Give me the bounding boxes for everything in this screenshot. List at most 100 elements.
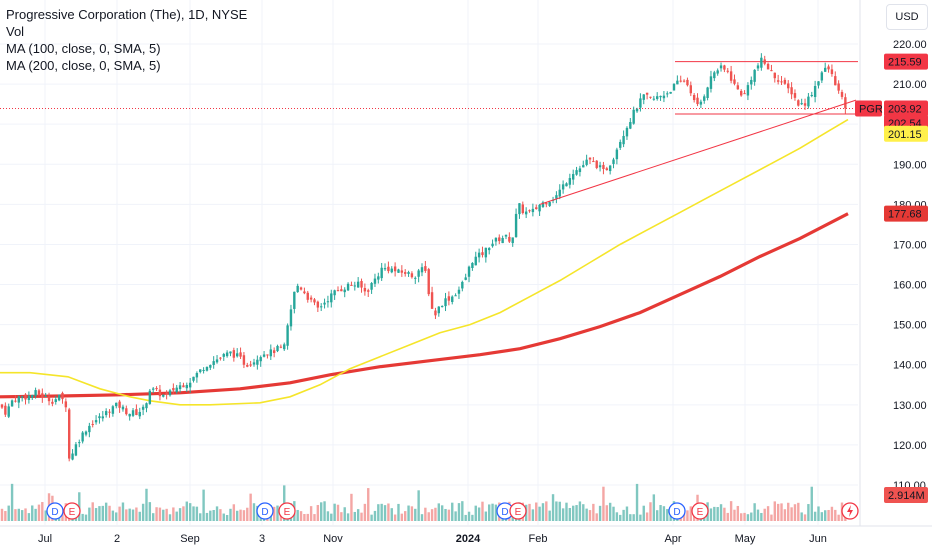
candle-body	[642, 94, 645, 100]
volume-bar	[545, 501, 548, 521]
candle-body	[740, 90, 743, 96]
earnings-event-icon[interactable]: E	[691, 502, 709, 520]
currency-button[interactable]: USD	[886, 4, 928, 30]
candle-body	[645, 92, 649, 95]
candle-body	[743, 93, 746, 95]
volume-bar	[535, 502, 538, 521]
candle-body	[225, 352, 229, 357]
trend-line[interactable]	[539, 99, 857, 205]
candle-body	[810, 95, 813, 97]
volume-bar	[440, 505, 444, 521]
volume-bar	[239, 509, 242, 521]
volume-bar	[377, 504, 380, 521]
volume-bar	[108, 505, 111, 521]
volume-indicator-label[interactable]: Vol	[6, 24, 25, 39]
candle-body	[266, 354, 269, 356]
symbol-title[interactable]: Progressive Corporation (The), 1D, NYSE	[6, 7, 248, 22]
candle-body	[393, 266, 397, 272]
candle-body	[299, 287, 303, 290]
candle-body	[172, 388, 175, 391]
earnings-event-icon[interactable]: E	[63, 502, 81, 520]
volume-bar	[336, 504, 340, 521]
volume-bar	[582, 504, 585, 521]
volume-bar	[454, 511, 457, 521]
volume-bar	[185, 501, 188, 521]
volume-bar	[410, 506, 414, 521]
volume-bar	[420, 514, 424, 521]
candle-body	[726, 70, 729, 72]
resistance-price-tag-bg	[884, 53, 928, 70]
candle-body	[57, 394, 61, 401]
volume-bar	[474, 505, 477, 521]
volume-bar	[652, 494, 656, 521]
candle-body	[461, 281, 464, 289]
candle-body	[558, 189, 561, 197]
volume-bar	[575, 505, 578, 521]
volume-bar	[397, 503, 400, 521]
volume-bar	[212, 509, 215, 521]
candle-body	[323, 302, 326, 305]
candle-body	[78, 442, 81, 444]
ma100-line	[0, 118, 849, 406]
volume-bar	[350, 493, 353, 521]
volume-bar	[773, 501, 776, 521]
candle-body	[521, 204, 524, 214]
ma100-indicator-label[interactable]: MA (100, close, 0, SMA, 5)	[6, 41, 161, 56]
earnings-event-icon[interactable]: E	[509, 502, 527, 520]
time-tick-label: Jul	[38, 533, 52, 545]
candle-body	[508, 236, 511, 242]
candle-body	[404, 272, 407, 274]
candle-body	[548, 202, 551, 206]
event-circle	[256, 502, 274, 520]
candle-body	[773, 72, 776, 79]
volume-bar	[605, 505, 608, 521]
flash-event-icon[interactable]	[841, 502, 859, 520]
candle-body	[84, 431, 88, 435]
candle-body	[377, 276, 380, 280]
candle-body	[41, 393, 44, 398]
volume-bar	[746, 514, 750, 521]
volume-bar	[494, 504, 498, 521]
candle-body	[269, 349, 272, 357]
volume-bar	[115, 512, 118, 521]
candle-body	[803, 103, 807, 106]
event-letter: D	[501, 507, 508, 518]
candle-body	[595, 160, 598, 168]
volume-bar	[555, 501, 558, 521]
volume-bar	[635, 483, 639, 521]
ma200-indicator-label[interactable]: MA (200, close, 0, SMA, 5)	[6, 58, 161, 73]
candle-body	[511, 237, 514, 244]
candle-body	[629, 122, 632, 129]
volume-bar	[686, 510, 689, 521]
candle-body	[343, 289, 346, 293]
candle-body	[840, 91, 844, 97]
time-axis[interactable]: Jul 2 Sep 3 Nov 2024 Feb Apr May Jun	[38, 533, 827, 545]
volume-bar	[414, 508, 417, 521]
volume-bar	[148, 502, 152, 521]
candle-body	[353, 285, 356, 287]
volume-bar	[320, 502, 323, 521]
volume-bar	[682, 511, 686, 521]
candle-body	[209, 365, 212, 368]
volume-bar	[225, 514, 229, 521]
volume-tag: 2.914M	[888, 490, 925, 502]
candle-body	[454, 295, 457, 297]
dividend-event-icon[interactable]: D	[256, 502, 274, 520]
candle-body	[709, 76, 713, 89]
earnings-event-icon[interactable]: E	[278, 502, 296, 520]
candle-body	[612, 159, 615, 164]
ma200-path	[0, 212, 849, 399]
volume-bar	[592, 503, 595, 521]
candle-body	[813, 85, 817, 98]
candle-body	[652, 98, 656, 100]
dividend-event-icon[interactable]: D	[668, 502, 686, 520]
dividend-event-icon[interactable]: D	[46, 502, 64, 520]
volume-bar	[158, 507, 162, 521]
candle-body	[414, 277, 417, 279]
horizontal-lines[interactable]	[0, 61, 858, 115]
candle-body	[47, 396, 51, 402]
volume-bar	[138, 511, 141, 521]
